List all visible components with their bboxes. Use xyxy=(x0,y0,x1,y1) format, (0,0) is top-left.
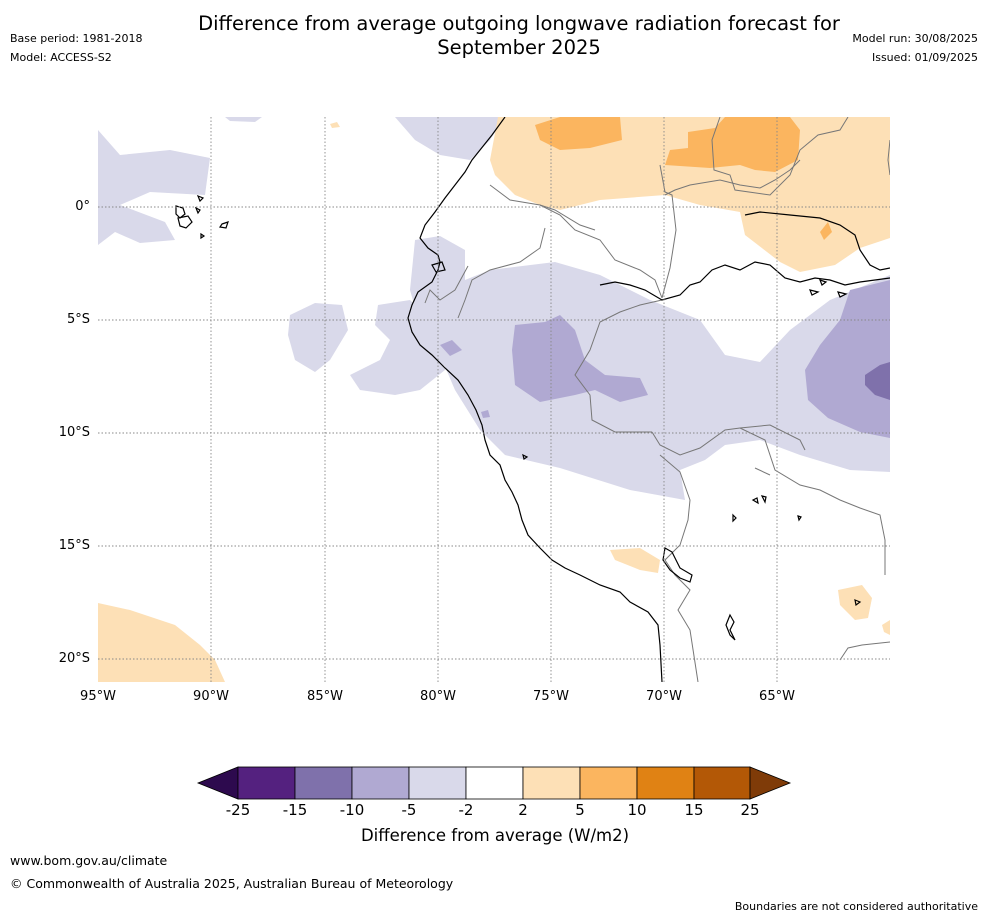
colorbar-segment xyxy=(408,766,467,800)
lon-label-70w: 70°W xyxy=(646,689,682,704)
lon-label-90w: 90°W xyxy=(193,689,229,704)
footer-url: www.bom.gov.au/climate xyxy=(10,853,168,868)
colorbar-tick: -2 xyxy=(458,801,474,819)
colorbar-title: Difference from average (W/m2) xyxy=(360,826,630,845)
colorbar-tick: 10 xyxy=(627,801,647,819)
colorbar-segment xyxy=(294,766,353,800)
graticule xyxy=(98,117,890,682)
meta-left: Base period: 1981-2018 Model: ACCESS-S2 xyxy=(10,32,142,70)
colorbar-segment xyxy=(351,766,410,800)
lon-label-95w: 95°W xyxy=(80,689,116,704)
colorbar-tick: 25 xyxy=(740,801,760,819)
lat-label-20s: 20°S xyxy=(58,651,90,666)
meta-right: Model run: 30/08/2025 Issued: 01/09/2025 xyxy=(852,32,978,70)
anomaly-plus-5-to-10 xyxy=(535,117,832,240)
lat-label-10s: 10°S xyxy=(58,425,90,440)
colorbar-tick: -15 xyxy=(282,801,308,819)
colorbar-tick: 15 xyxy=(684,801,704,819)
colorbar-segment xyxy=(465,766,524,800)
lon-label-85w: 85°W xyxy=(307,689,343,704)
colorbar-segment xyxy=(522,766,581,800)
colorbar xyxy=(196,766,792,800)
colorbar-segment xyxy=(237,766,296,800)
title-line-2: September 2025 xyxy=(437,36,601,59)
colorbar-segment xyxy=(579,766,638,800)
colorbar-tick: 2 xyxy=(518,801,528,819)
map-title: Difference from average outgoing longwav… xyxy=(150,12,888,60)
title-line-1: Difference from average outgoing longwav… xyxy=(198,12,840,35)
lat-label-5s: 5°S xyxy=(66,312,90,327)
anomaly-minus-5-to-10 xyxy=(440,280,890,438)
footer-note: Boundaries are not considered authoritat… xyxy=(734,900,978,913)
colorbar-extend-high xyxy=(749,766,792,800)
coastline xyxy=(175,117,890,682)
lon-label-65w: 65°W xyxy=(759,689,795,704)
anomaly-minus-10-to-15 xyxy=(865,362,890,400)
lon-label-80w: 80°W xyxy=(420,689,456,704)
lon-label-75w: 75°W xyxy=(533,689,569,704)
colorbar-tick: -25 xyxy=(225,801,251,819)
colorbar-segment xyxy=(693,766,751,800)
lat-label-15s: 15°S xyxy=(58,538,90,553)
issued-date: Issued: 01/09/2025 xyxy=(871,51,978,64)
model-run: Model run: 30/08/2025 xyxy=(852,32,978,45)
colorbar-tick: 5 xyxy=(575,801,585,819)
colorbar-extend-low xyxy=(196,766,239,800)
anomaly-minus-2-to-5 xyxy=(98,117,890,500)
colorbar-tick: -10 xyxy=(339,801,365,819)
map-area xyxy=(98,117,890,682)
base-period: Base period: 1981-2018 xyxy=(10,32,143,45)
colorbar-tick: -5 xyxy=(401,801,417,819)
footer-copyright: © Commonwealth of Australia 2025, Austra… xyxy=(10,876,454,891)
lat-label-0: 0° xyxy=(75,199,90,214)
colorbar-segment xyxy=(636,766,695,800)
model-name: Model: ACCESS-S2 xyxy=(10,51,112,64)
